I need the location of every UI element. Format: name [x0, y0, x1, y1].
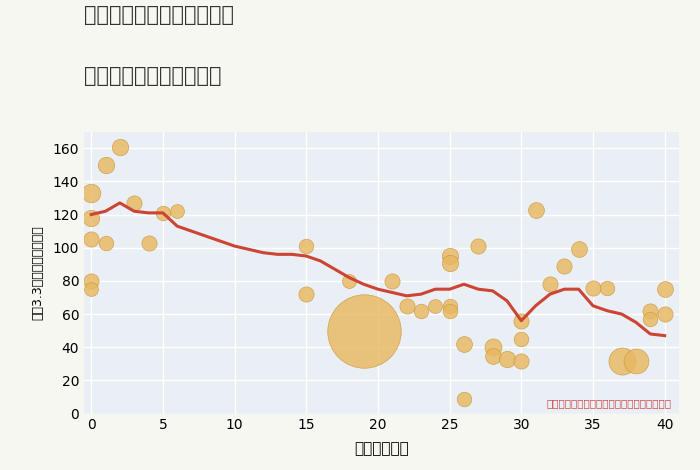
Point: [430, 302, 441, 310]
Point: [358, 327, 369, 335]
Point: [645, 315, 656, 323]
Point: [458, 340, 470, 348]
Y-axis label: 坪（3.3㎡）単価（万円）: 坪（3.3㎡）単価（万円）: [32, 225, 44, 320]
Point: [545, 281, 556, 288]
Point: [100, 161, 111, 169]
Point: [444, 252, 455, 260]
Point: [386, 277, 398, 285]
Point: [172, 207, 183, 215]
Point: [516, 357, 527, 364]
Point: [129, 199, 140, 207]
Point: [487, 352, 498, 359]
X-axis label: 築年数（年）: 築年数（年）: [354, 441, 409, 456]
Point: [473, 243, 484, 250]
Point: [344, 277, 355, 285]
Point: [444, 259, 455, 266]
Point: [516, 317, 527, 324]
Point: [300, 243, 312, 250]
Point: [659, 310, 671, 318]
Point: [85, 277, 97, 285]
Point: [516, 335, 527, 343]
Point: [631, 357, 642, 364]
Point: [85, 214, 97, 222]
Point: [143, 239, 154, 246]
Text: 福岡県福岡市南区屋形原の: 福岡県福岡市南区屋形原の: [84, 5, 234, 25]
Point: [458, 395, 470, 402]
Point: [300, 290, 312, 298]
Point: [100, 239, 111, 246]
Point: [659, 285, 671, 293]
Point: [85, 189, 97, 197]
Point: [559, 262, 570, 270]
Point: [573, 246, 584, 253]
Point: [530, 206, 541, 213]
Point: [602, 284, 613, 291]
Text: 築年数別中古戸建て価格: 築年数別中古戸建て価格: [84, 66, 221, 86]
Point: [444, 307, 455, 314]
Point: [114, 143, 125, 150]
Text: 円の大きさは、取引のあった物件面積を示す: 円の大きさは、取引のあった物件面積を示す: [547, 399, 672, 408]
Point: [487, 344, 498, 351]
Point: [587, 284, 598, 291]
Point: [85, 235, 97, 243]
Point: [415, 307, 426, 314]
Point: [158, 209, 169, 217]
Point: [85, 285, 97, 293]
Point: [501, 355, 512, 363]
Point: [616, 357, 627, 364]
Point: [401, 302, 412, 310]
Point: [645, 307, 656, 314]
Point: [444, 302, 455, 310]
